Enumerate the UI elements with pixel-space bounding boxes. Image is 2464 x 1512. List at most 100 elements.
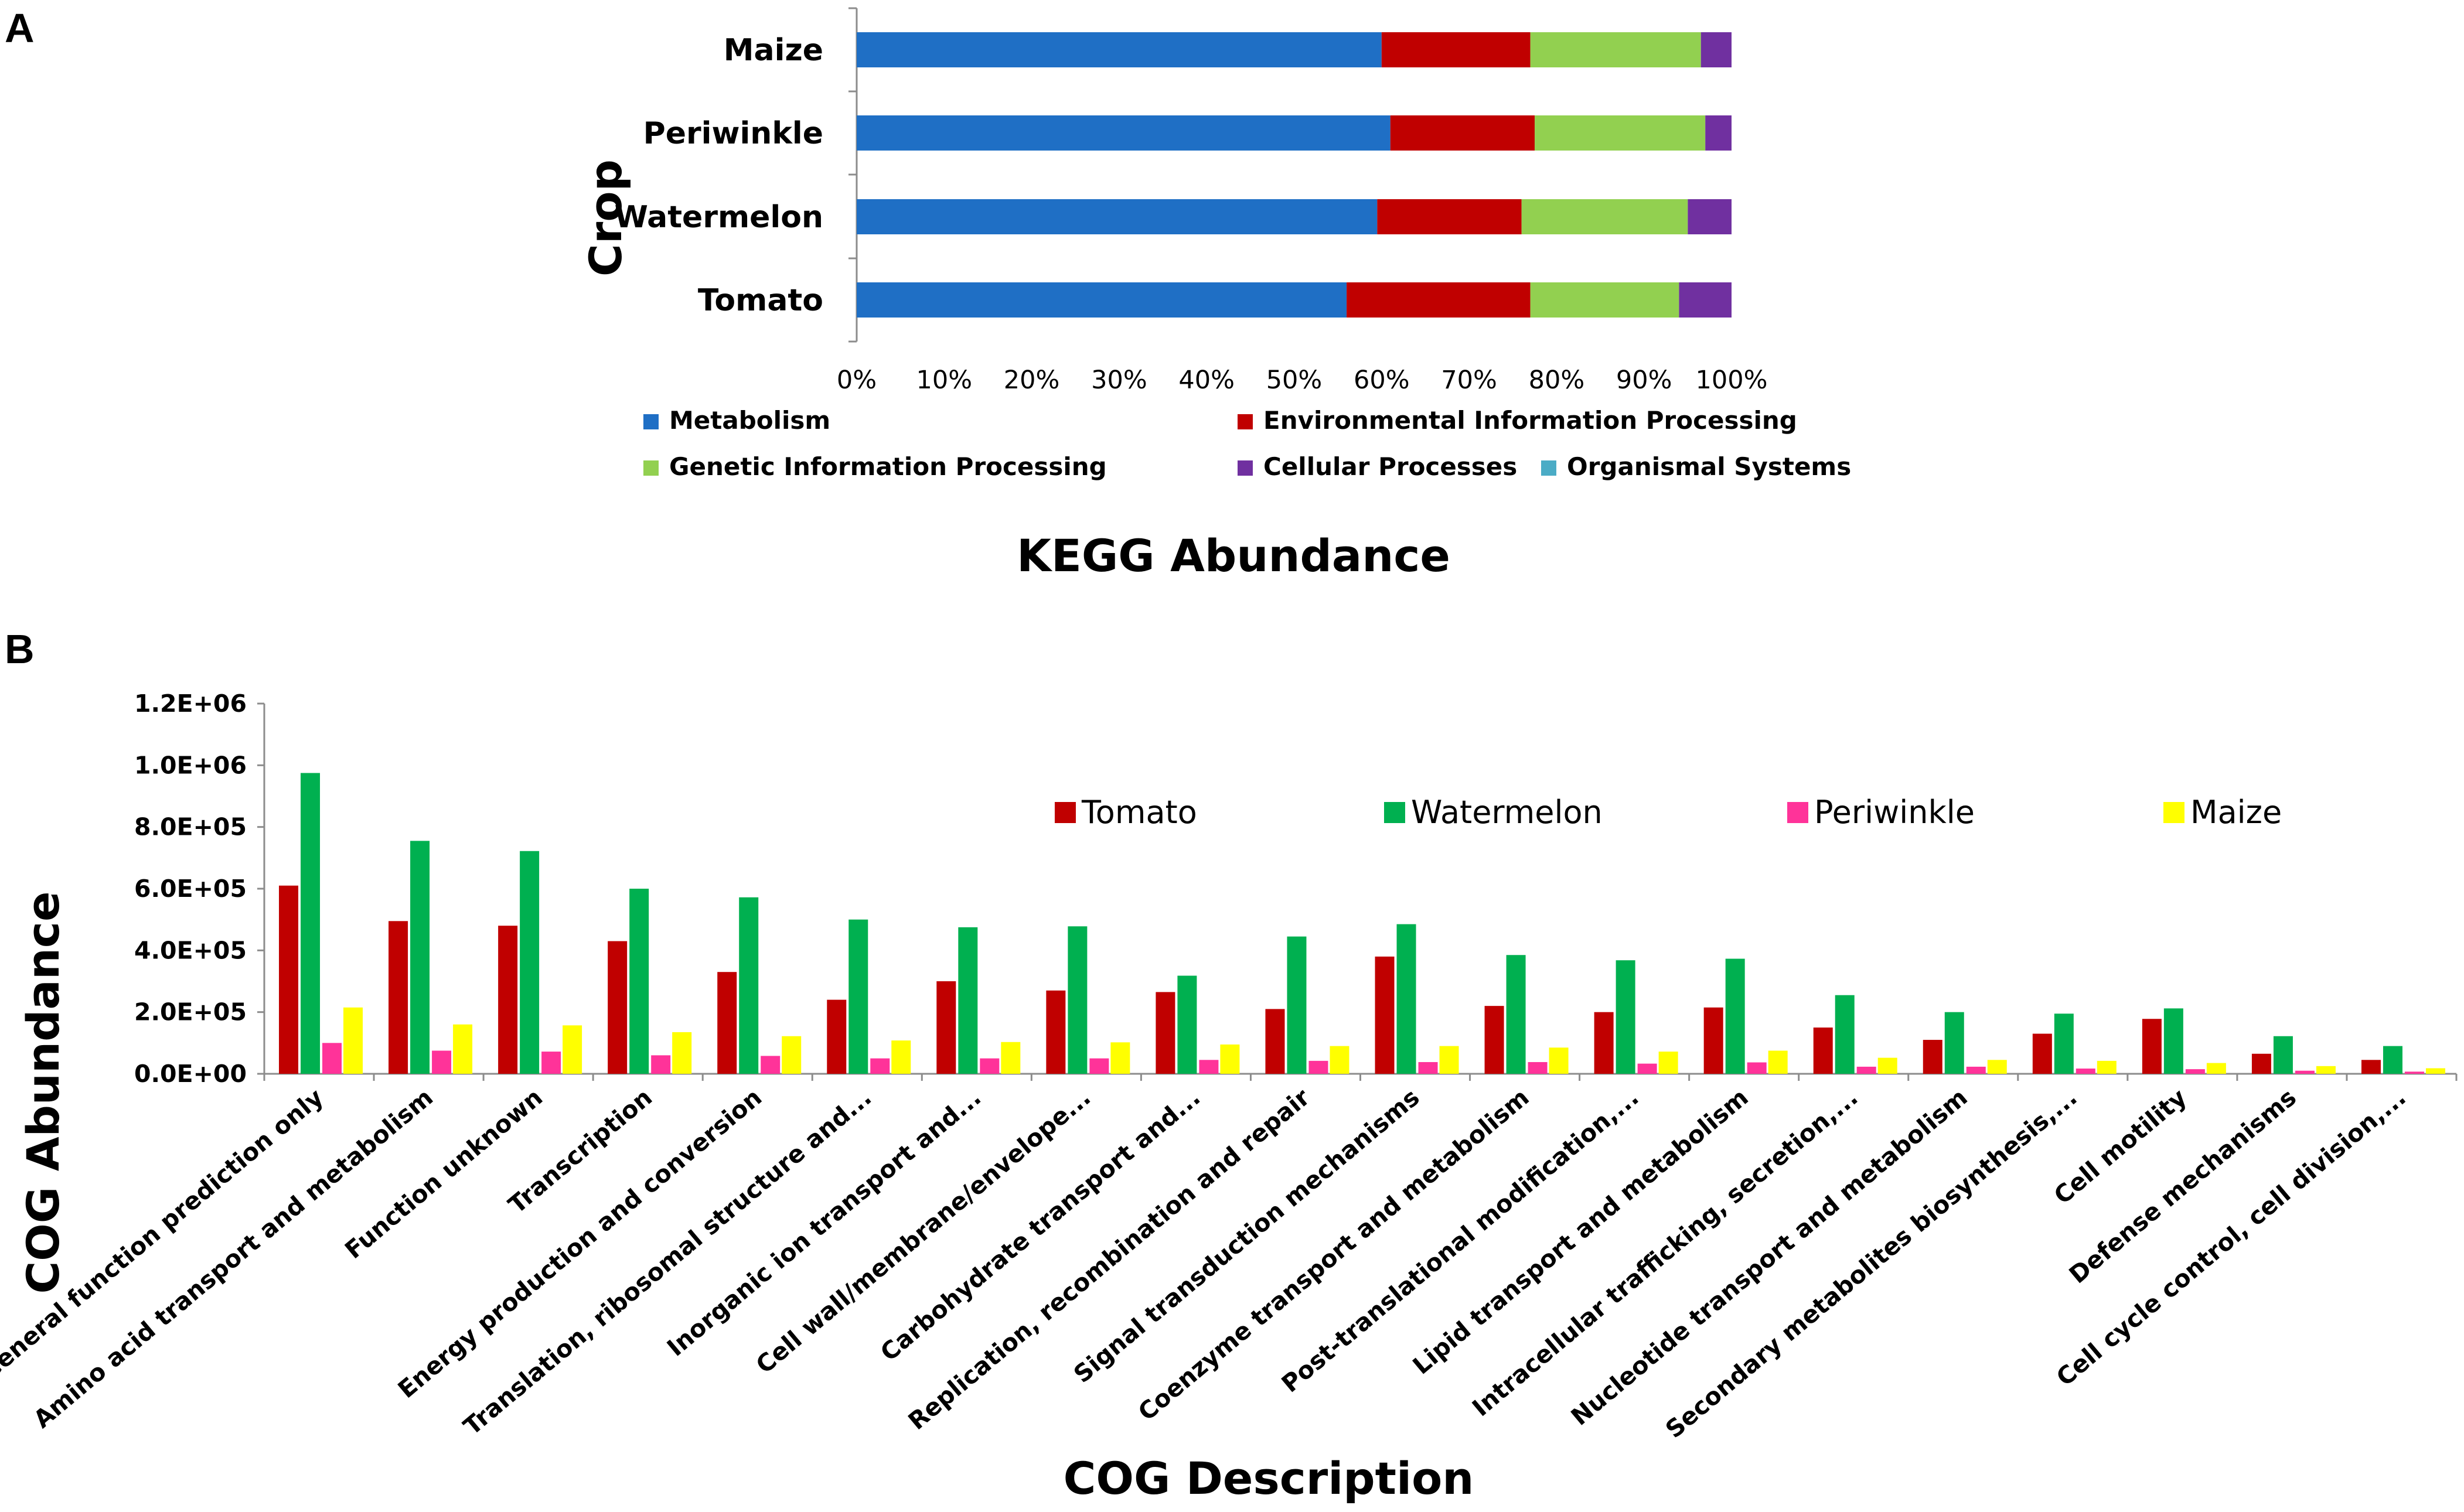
cog-bar-periwinkle-15 [1856,1066,1876,1074]
cog-bar-maize-13 [1658,1052,1678,1074]
kegg-x-tick-label: 80% [1529,366,1585,395]
cog-bar-maize-16 [1987,1060,2007,1074]
kegg-bars [857,32,1732,318]
cog-bar-tomato-13 [1594,1012,1614,1074]
kegg-y-axis-title: Crop [580,159,632,277]
cog-legend-label-watermelon: Watermelon [1411,794,1603,831]
cog-bar-periwinkle-2 [432,1050,452,1074]
cog-legend-label-maize: Maize [2190,794,2282,831]
kegg-crop-labels: Maize Periwinkle Watermelon Tomato [615,33,823,318]
cog-category-label: Secondary metabolites biosynthesis,... [1660,1083,2083,1444]
cog-abundance-chart: 0.0E+00 2.0E+05 4.0E+05 6.0E+05 8.0E+05 1.0E+… [0,690,2458,1504]
cog-bar-watermelon-16 [1944,1012,1964,1074]
cog-bar-watermelon-19 [2273,1036,2293,1074]
cog-bar-periwinkle-19 [2295,1070,2315,1074]
cog-bar-tomato-10 [1265,1009,1285,1074]
cog-bar-tomato-12 [1484,1006,1504,1074]
kegg-legend-swatch-cellular-processes [1238,460,1253,476]
cog-legend-swatch-watermelon [1384,802,1405,823]
cog-category-label: Defense mechanisms [2064,1083,2302,1289]
kegg-title: KEGG Abundance [1017,530,1450,582]
kegg-bar-tomato-cellular-processes [1679,282,1732,318]
cog-legend: Tomato Watermelon Periwinkle Maize [1055,794,2282,831]
cog-bar-periwinkle-16 [1966,1066,1986,1074]
cog-y-tick-label: 4.0E+05 [134,936,247,964]
cog-bar-periwinkle-17 [2076,1069,2095,1074]
cog-bar-watermelon-8 [1068,926,1088,1074]
cog-bar-periwinkle-4 [651,1055,671,1074]
cog-bar-maize-18 [2206,1063,2226,1074]
cog-bars [279,773,2445,1074]
cog-bar-watermelon-12 [1506,955,1526,1074]
cog-bar-watermelon-4 [629,889,649,1074]
cog-category-label: Function unknown [339,1083,548,1264]
kegg-bar-watermelon-cellular-processes [1688,199,1732,234]
cog-bar-tomato-16 [1923,1040,1942,1074]
panel-a-label: A [5,5,35,51]
cog-bar-periwinkle-5 [761,1056,781,1074]
cog-bar-watermelon-11 [1396,924,1416,1074]
kegg-crop-label: Watermelon [615,200,823,235]
cog-legend-swatch-periwinkle [1787,802,1808,823]
kegg-bar-tomato-metabolism [857,282,1347,318]
kegg-bar-maize-metabolism [857,32,1382,67]
cog-bar-tomato-9 [1156,992,1175,1074]
cog-bar-periwinkle-10 [1308,1060,1328,1074]
cog-bar-periwinkle-7 [980,1058,1000,1074]
kegg-x-tick-label: 30% [1091,366,1147,395]
cog-bar-maize-3 [563,1025,582,1074]
cog-bar-watermelon-20 [2383,1046,2402,1074]
cog-bar-watermelon-13 [1616,960,1635,1074]
cog-axes [257,702,2458,1081]
cog-bar-watermelon-6 [848,919,868,1074]
cog-bar-watermelon-14 [1725,958,1745,1074]
cog-bar-periwinkle-3 [541,1052,561,1074]
cog-bar-tomato-17 [2032,1033,2052,1074]
kegg-bar-watermelon-metabolism [857,199,1378,234]
kegg-x-tick-label: 10% [916,366,973,395]
cog-y-tick-label: 6.0E+05 [134,875,247,903]
cog-bar-periwinkle-20 [2404,1071,2424,1074]
cog-legend-swatch-tomato [1055,802,1076,823]
cog-bar-maize-14 [1768,1050,1788,1074]
cog-y-tick-label: 8.0E+05 [134,813,247,841]
cog-bar-watermelon-3 [520,851,540,1074]
kegg-abundance-chart: Maize Periwinkle Watermelon Tomato 0% 10% 20%… [580,7,1851,582]
cog-bar-periwinkle-18 [2185,1069,2205,1074]
kegg-legend-label-cellular-processes: Cellular Processes [1263,452,1517,481]
cog-category-label: Replication, recombination and repair [903,1083,1316,1435]
kegg-bar-tomato-environmental-information-processing [1347,282,1531,318]
cog-bar-maize-2 [453,1024,473,1074]
cog-y-axis-title: COG Abundance [17,891,69,1293]
cog-category-label: Translation, ribosomal structure and... [458,1083,877,1441]
cog-category-label: Nucleotide transport and metabolism [1566,1083,1973,1431]
kegg-legend-swatch-metabolism [643,414,659,429]
cog-bar-maize-10 [1330,1046,1349,1074]
cog-legend-swatch-maize [2163,802,2184,823]
cog-bar-maize-20 [2425,1068,2445,1074]
cog-bar-maize-12 [1549,1047,1569,1074]
kegg-bar-periwinkle-metabolism [857,115,1391,151]
kegg-bar-tomato-genetic-information-processing [1530,282,1679,318]
cog-bar-tomato-3 [498,926,518,1074]
cog-bar-periwinkle-1 [322,1043,342,1074]
cog-bar-watermelon-10 [1287,936,1307,1074]
kegg-x-tick-label: 50% [1266,366,1323,395]
kegg-crop-label: Maize [724,33,823,68]
kegg-legend-label-organismal-systems: Organismal Systems [1567,452,1851,481]
cog-bar-maize-19 [2316,1066,2336,1074]
kegg-legend-swatch-genetic-information-processing [643,460,659,476]
cog-bar-watermelon-1 [301,773,321,1074]
kegg-x-ticks: 0% 10% 20% 30% 40% 50% 60% 70% 80% 90% 100% [837,366,1768,395]
cog-bar-watermelon-15 [1835,995,1855,1074]
kegg-x-tick-label: 100% [1696,366,1768,395]
cog-bar-watermelon-18 [2163,1008,2183,1074]
cog-y-tick-label: 1.0E+06 [134,751,247,779]
cog-bar-watermelon-2 [410,841,430,1074]
cog-bar-maize-9 [1220,1044,1240,1074]
kegg-bar-periwinkle-genetic-information-processing [1535,115,1706,151]
cog-bar-watermelon-9 [1177,975,1197,1074]
kegg-x-tick-label: 90% [1616,366,1672,395]
cog-bar-tomato-20 [2361,1060,2381,1074]
cog-bar-maize-4 [672,1032,692,1074]
